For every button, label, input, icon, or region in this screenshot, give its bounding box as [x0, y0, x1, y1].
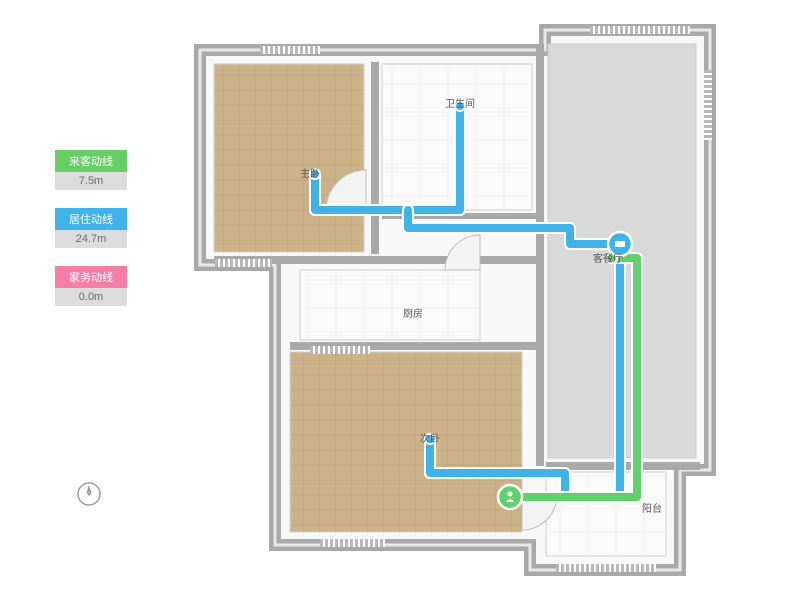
compass-icon [75, 480, 103, 513]
legend-label: 来客动线 [55, 150, 127, 172]
legend-value: 7.5m [55, 172, 127, 190]
legend-value: 0.0m [55, 288, 127, 306]
legend: 来客动线 7.5m 居住动线 24.7m 家务动线 0.0m [55, 150, 127, 324]
legend-item-guest: 来客动线 7.5m [55, 150, 127, 190]
legend-item-chore: 家务动线 0.0m [55, 266, 127, 306]
legend-label: 家务动线 [55, 266, 127, 288]
room-label-balcony: 阳台 [642, 500, 662, 515]
room-label-master-bedroom: 主卧 [300, 165, 320, 180]
room-label-bathroom: 卫生间 [445, 95, 475, 110]
room-label-living-dining: 客餐厅 [593, 250, 623, 265]
legend-label: 居住动线 [55, 208, 127, 230]
room-label-second-bedroom: 次卧 [420, 430, 440, 445]
room-label-kitchen: 厨房 [403, 305, 423, 320]
legend-item-living: 居住动线 24.7m [55, 208, 127, 248]
legend-value: 24.7m [55, 230, 127, 248]
